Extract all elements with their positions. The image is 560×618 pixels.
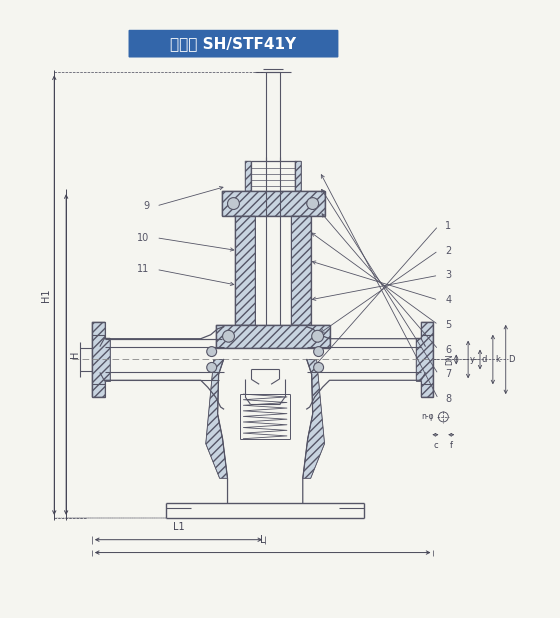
Circle shape [222, 330, 235, 342]
Polygon shape [416, 322, 433, 397]
Text: y: y [470, 355, 475, 364]
Circle shape [207, 347, 217, 357]
Text: 9: 9 [143, 201, 150, 211]
Text: 6: 6 [445, 345, 451, 355]
FancyBboxPatch shape [128, 30, 338, 57]
Text: L1: L1 [172, 522, 184, 531]
Polygon shape [295, 161, 301, 191]
Circle shape [307, 198, 319, 210]
Text: 3: 3 [445, 270, 451, 281]
Text: 7: 7 [445, 370, 451, 379]
Text: n-φ: n-φ [421, 412, 433, 421]
Text: H: H [70, 351, 80, 358]
Text: 1: 1 [445, 221, 451, 231]
Polygon shape [245, 161, 251, 191]
Text: f: f [450, 441, 453, 450]
Circle shape [227, 198, 240, 210]
Polygon shape [206, 360, 227, 478]
Text: 2: 2 [445, 245, 451, 256]
Text: 10: 10 [137, 233, 150, 243]
Text: 型号： SH/STF41Y: 型号： SH/STF41Y [170, 36, 297, 51]
Circle shape [314, 347, 324, 357]
Polygon shape [303, 360, 325, 478]
Polygon shape [216, 325, 330, 347]
Text: DN: DN [445, 353, 454, 365]
Circle shape [314, 363, 324, 373]
Polygon shape [92, 322, 110, 397]
Text: d: d [482, 355, 487, 364]
Circle shape [207, 363, 217, 373]
Polygon shape [222, 191, 325, 216]
Text: L: L [260, 535, 265, 544]
Text: H1: H1 [41, 289, 52, 302]
Text: D: D [508, 355, 514, 364]
Polygon shape [291, 216, 311, 325]
Text: k: k [495, 355, 500, 364]
Text: 5: 5 [445, 320, 451, 330]
Text: 4: 4 [445, 295, 451, 305]
Text: c: c [433, 441, 438, 450]
Text: 8: 8 [445, 394, 451, 404]
Circle shape [312, 330, 324, 342]
Polygon shape [235, 216, 255, 325]
Text: 11: 11 [137, 265, 150, 274]
